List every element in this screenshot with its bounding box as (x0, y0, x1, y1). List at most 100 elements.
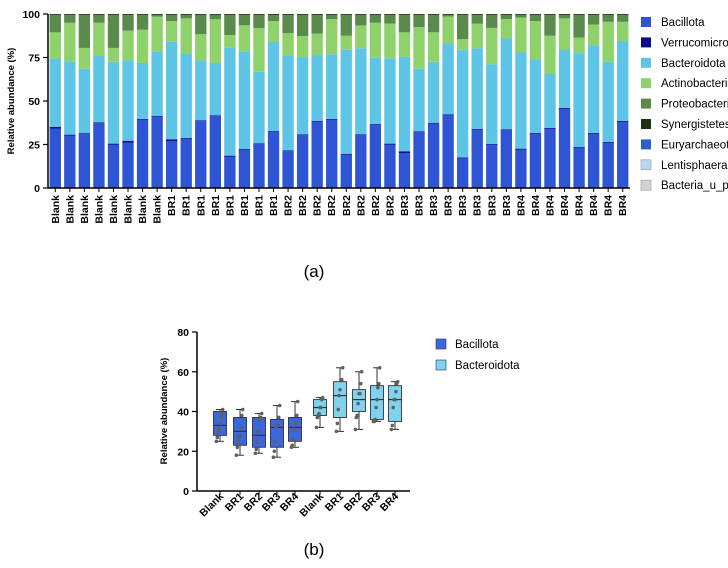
bar-segment-synergistetes (151, 14, 163, 15)
x-tick-label: BR2 (355, 195, 367, 216)
y-tick-label: 75 (28, 53, 40, 65)
bar-segment-proteobacteria (413, 14, 425, 28)
x-tick-label: BR4 (588, 195, 600, 216)
legend-label: Bacteroidota (455, 360, 520, 372)
bar-segment-proteobacteria (544, 14, 556, 36)
x-tick-label: BR1 (181, 195, 193, 216)
legend-label: Bacillota (661, 17, 705, 29)
bar-segment-actinobacteria (122, 30, 134, 61)
bar-segment-actinobacteria (427, 32, 440, 62)
bar-segment-verrucomicrobia (195, 120, 207, 122)
data-point (394, 389, 398, 394)
legend-swatch-actinobacteria (641, 78, 651, 89)
data-point (234, 453, 239, 458)
data-point (374, 405, 378, 410)
legend-swatch-bacillota (641, 17, 651, 27)
y-tick-label: 80 (177, 327, 189, 339)
bar-segment-verrucomicrobia (529, 132, 542, 134)
bar-segment-bacillota (602, 142, 614, 188)
data-point (236, 439, 240, 444)
box-bacteroidota-br1 (333, 381, 347, 418)
bar-segment-bacillota (340, 154, 352, 188)
legend-swatch-lentisphaerae (640, 159, 652, 171)
bar-segment-verrucomicrobia (558, 108, 571, 109)
bar-segment-bacillota (224, 156, 236, 188)
bar-segment-actinobacteria (64, 22, 76, 62)
data-point (277, 415, 281, 420)
bar-segment-verrucomicrobia (78, 133, 91, 135)
bar-segment-proteobacteria (384, 14, 396, 24)
x-tick-label: BR4 (559, 195, 571, 216)
data-point (276, 423, 280, 428)
bar-segment-proteobacteria (602, 14, 614, 22)
x-tick-label: BR1 (210, 195, 222, 216)
bar-segment-synergistetes (587, 14, 600, 15)
bar-segment-bacteroidota (311, 55, 323, 122)
bar-segment-verrucomicrobia (253, 143, 265, 145)
bar-segment-synergistetes (558, 14, 571, 15)
data-point (235, 445, 240, 450)
bar-segment-synergistetes (515, 14, 527, 15)
bar-segment-bacteroidota (529, 59, 542, 133)
bar-segment-synergistetes (427, 14, 440, 15)
bar-segment-bacteroidota (427, 61, 440, 123)
bar-segment-bacillota (93, 123, 105, 188)
data-point (356, 401, 360, 406)
data-point (338, 387, 342, 392)
bar-segment-proteobacteria (78, 14, 91, 48)
x-tick-label: BR3 (472, 195, 484, 216)
data-point (314, 425, 319, 430)
bar-segment-verrucomicrobia (471, 129, 483, 130)
bar-segment-bacillota (442, 115, 454, 188)
bar-segment-bacteroidota (471, 48, 483, 130)
bar-segment-verrucomicrobia (64, 134, 76, 136)
legend-label: Lentisphaerae (661, 160, 728, 172)
box-bacteroidota-br2 (352, 389, 366, 412)
bar-segment-bacteroidota (573, 53, 585, 148)
bar-segment-verrucomicrobia (93, 122, 105, 124)
x-tick-label: BR3 (457, 195, 469, 216)
bar-segment-synergistetes (442, 14, 454, 15)
bar-segment-verrucomicrobia (500, 129, 512, 131)
data-point (376, 385, 380, 390)
bar-segment-bacteroidota (558, 50, 571, 109)
data-point (218, 421, 222, 426)
legend-swatch-synergistetes (641, 119, 651, 129)
bar-segment-actinobacteria (486, 27, 498, 65)
panel-a-stacked-bar-chart: Relative abundance (%) Blank Blank Blank Bl… (6, 9, 728, 281)
y-tick-label: 100 (22, 9, 40, 21)
x-tick-label: BR1 (166, 195, 178, 216)
legend-label: Proteobacteria (661, 99, 728, 111)
bar-segment-synergistetes (413, 14, 425, 15)
bar-segment-synergistetes (602, 14, 614, 15)
bar-segment-actinobacteria (49, 32, 61, 59)
legend-label: Euryarchaeota (661, 139, 728, 151)
bar-segment-actinobacteria (544, 35, 556, 75)
bar-segment-verrucomicrobia (369, 124, 382, 126)
bar-segment-verrucomicrobia (340, 154, 352, 155)
bar-segment-proteobacteria (64, 14, 76, 23)
legend-label: Synergistetes (661, 119, 728, 131)
data-point (335, 421, 340, 426)
bar-segment-bacteroidota (267, 41, 280, 132)
bar-segment-synergistetes (136, 14, 149, 15)
data-point (340, 377, 344, 382)
bar-segment-verrucomicrobia (49, 126, 61, 129)
bar-segment-synergistetes (49, 14, 61, 15)
y-tick-label: 50 (28, 96, 40, 108)
bar-segment-bacteroidota (500, 38, 512, 130)
bar-segment-actinobacteria (369, 22, 382, 58)
x-tick-label: BR2 (312, 195, 324, 216)
bar-segment-bacteroidota (136, 62, 149, 119)
bar-segment-bacteroidota (93, 55, 105, 123)
panel-a-legend: Bacillota Verrucomicrobia Bacteroidota Acti… (640, 17, 728, 192)
bar-segment-bacillota (253, 144, 265, 188)
bar-segment-proteobacteria (427, 14, 440, 33)
bar-segment-synergistetes (224, 14, 236, 15)
data-point (255, 439, 259, 444)
data-point (290, 443, 295, 448)
data-point (293, 427, 297, 432)
bar-segment-bacteroidota (587, 45, 600, 133)
bar-segment-synergistetes (573, 14, 585, 15)
x-tick-label: Blank (50, 195, 62, 224)
